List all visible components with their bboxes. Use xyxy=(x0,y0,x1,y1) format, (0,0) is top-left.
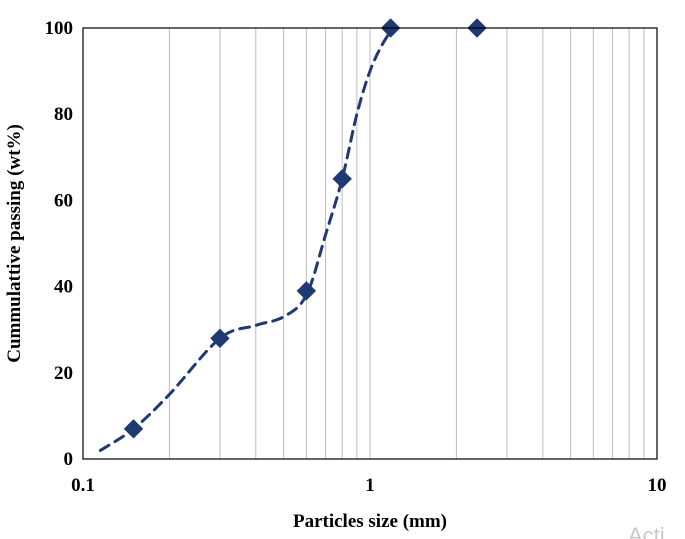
plot-frame xyxy=(82,27,658,460)
x-tick-label: 10 xyxy=(648,475,667,496)
grid-lines xyxy=(168,28,645,459)
data-point-diamond xyxy=(123,419,144,439)
y-axis-title: Cummulattive passing (wt%) xyxy=(4,124,25,363)
data-points xyxy=(123,18,487,439)
x-axis-title: Particles size (mm) xyxy=(293,511,447,532)
plot-border xyxy=(82,27,658,460)
y-tick-label: 60 xyxy=(54,190,73,211)
data-point-diamond xyxy=(210,328,230,349)
x-tick-label: 0.1 xyxy=(71,475,95,496)
data-point-diamond xyxy=(332,169,352,189)
y-tick-label: 40 xyxy=(54,277,73,298)
x-tick-label: 1 xyxy=(365,475,375,496)
y-tick-label: 0 xyxy=(64,449,74,470)
y-tick-label: 100 xyxy=(45,18,74,39)
trend-line-group xyxy=(98,26,395,452)
data-point-diamond xyxy=(296,281,317,301)
watermark-text: Acti xyxy=(628,523,665,539)
trend-line xyxy=(98,26,395,452)
y-tick-label: 20 xyxy=(54,363,73,384)
x-tick-labels: 0.1 1 10 xyxy=(71,475,666,496)
y-tick-label: 80 xyxy=(54,104,73,125)
y-tick-labels: 0 20 40 60 80 100 xyxy=(45,18,74,470)
